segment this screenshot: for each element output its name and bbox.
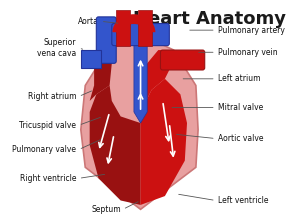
Text: Right ventricle: Right ventricle [20,174,76,183]
Text: Left ventricle: Left ventricle [218,196,268,205]
FancyBboxPatch shape [160,50,205,70]
Polygon shape [138,10,152,46]
Text: Heart Anatomy: Heart Anatomy [133,10,286,28]
Text: Mitral valve: Mitral valve [218,103,263,112]
Text: Pulmonary valve: Pulmonary valve [12,145,76,154]
Polygon shape [134,37,147,123]
Polygon shape [90,85,141,205]
Polygon shape [141,50,174,112]
Text: Tricuspid valve: Tricuspid valve [20,121,76,130]
Text: Pulmonary artery: Pulmonary artery [218,26,285,35]
Polygon shape [90,54,112,101]
Polygon shape [81,34,198,209]
FancyBboxPatch shape [96,17,116,63]
Polygon shape [81,50,101,68]
Text: Aorta: Aorta [78,17,98,26]
Text: Left atrium: Left atrium [218,74,260,83]
Text: Right atrium: Right atrium [28,92,76,101]
Text: Septum: Septum [91,205,121,214]
Text: Superior
vena cava: Superior vena cava [37,38,76,58]
FancyBboxPatch shape [112,24,169,46]
Text: Aortic valve: Aortic valve [218,134,263,143]
Polygon shape [141,79,187,205]
Text: Pulmonary vein: Pulmonary vein [218,48,278,57]
Polygon shape [116,10,130,46]
